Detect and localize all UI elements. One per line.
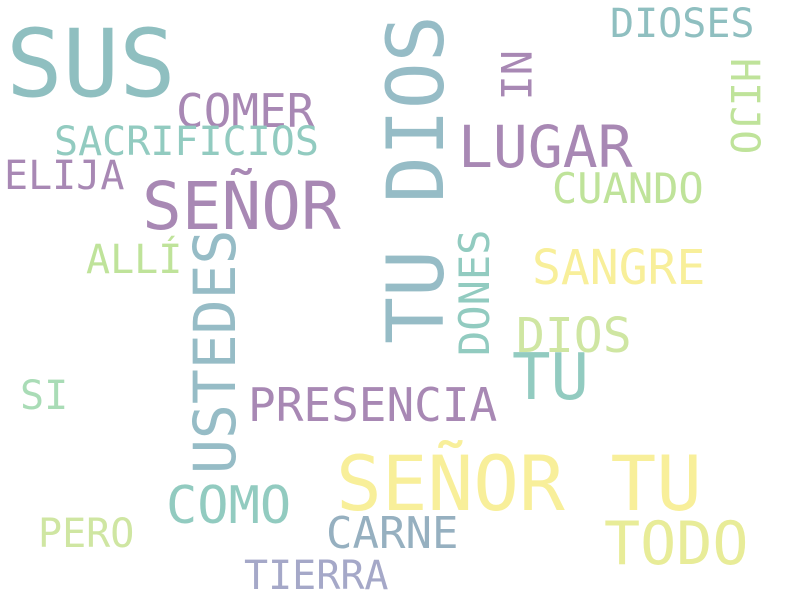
word-hijo: HIJO <box>721 58 767 155</box>
word-senor-tu: SEÑOR TU <box>336 439 703 528</box>
word-cuando: CUANDO <box>552 164 704 213</box>
word-tu-dios: TU DIOS <box>372 15 462 344</box>
word-sangre: SANGRE <box>532 240 706 296</box>
word-senor: SEÑOR <box>142 168 341 245</box>
word-comer: COMER <box>176 84 315 138</box>
word-ni: NI <box>491 50 540 101</box>
word-sacrificios: SACRIFICIOS <box>54 119 319 165</box>
word-lugar: LUGAR <box>458 113 633 181</box>
word-elija: ELIJA <box>4 153 125 199</box>
word-sus: SUS <box>6 10 176 119</box>
word-si: SI <box>20 373 69 419</box>
word-carne: CARNE <box>326 508 459 559</box>
word-dones: DONES <box>450 229 499 356</box>
word-presencia: PRESENCIA <box>248 378 498 432</box>
word-alli: ALLÍ <box>86 237 183 283</box>
word-dios: DIOS <box>516 308 632 364</box>
word-pero: PERO <box>38 511 135 557</box>
word-todo: TODO <box>604 509 749 579</box>
word-tierra: TIERRA <box>244 553 389 599</box>
word-como: COMO <box>166 476 292 536</box>
word-dioses: DIOSES <box>610 1 755 47</box>
word-ustedes: USTEDES <box>181 229 249 474</box>
word-tu: TU <box>512 341 590 415</box>
